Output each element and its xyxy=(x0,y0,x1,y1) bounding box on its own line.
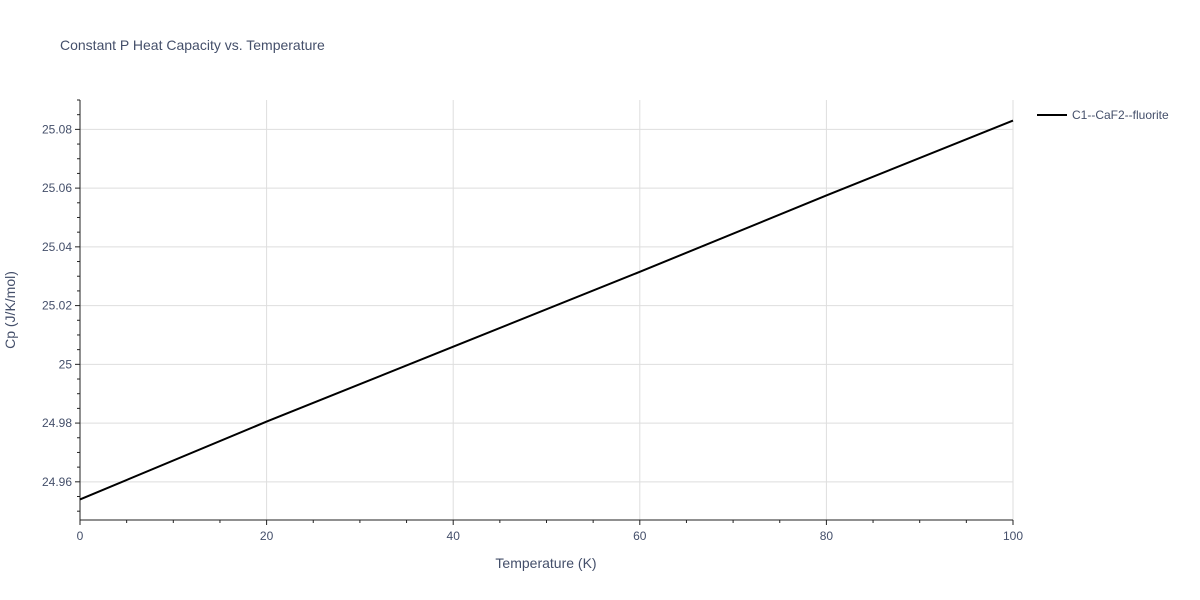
legend-item-label: C1--CaF2--fluorite xyxy=(1072,108,1169,122)
x-tick-label: 20 xyxy=(260,529,274,543)
y-tick-label: 25.04 xyxy=(42,240,72,254)
series-layer xyxy=(79,119,1014,501)
y-tick-label: 24.96 xyxy=(42,475,72,489)
chart-title: Constant P Heat Capacity vs. Temperature xyxy=(60,37,325,53)
y-axis-label: Cp (J/K/mol) xyxy=(2,271,18,349)
x-tick-label: 80 xyxy=(820,529,834,543)
x-tick-label: 100 xyxy=(1003,529,1023,543)
axes-layer: 0 20 40 60 80 100 24.96 24.98 25 25.02 25.04 25.06 2… xyxy=(42,99,1023,543)
y-tick-label: 25.08 xyxy=(42,122,72,136)
y-tick-label: 24.98 xyxy=(42,416,72,430)
y-tick-label: 25.06 xyxy=(42,181,72,195)
y-tick-label: 25 xyxy=(59,357,73,371)
y-tick-label: 25.02 xyxy=(42,299,72,313)
legend[interactable]: C1--CaF2--fluorite xyxy=(1037,108,1169,122)
grid-layer xyxy=(80,100,1014,520)
x-tick-label: 0 xyxy=(77,529,84,543)
x-tick-label: 40 xyxy=(447,529,461,543)
x-tick-label: 60 xyxy=(633,529,647,543)
x-axis-label: Temperature (K) xyxy=(495,555,596,571)
series-line xyxy=(79,119,1014,501)
